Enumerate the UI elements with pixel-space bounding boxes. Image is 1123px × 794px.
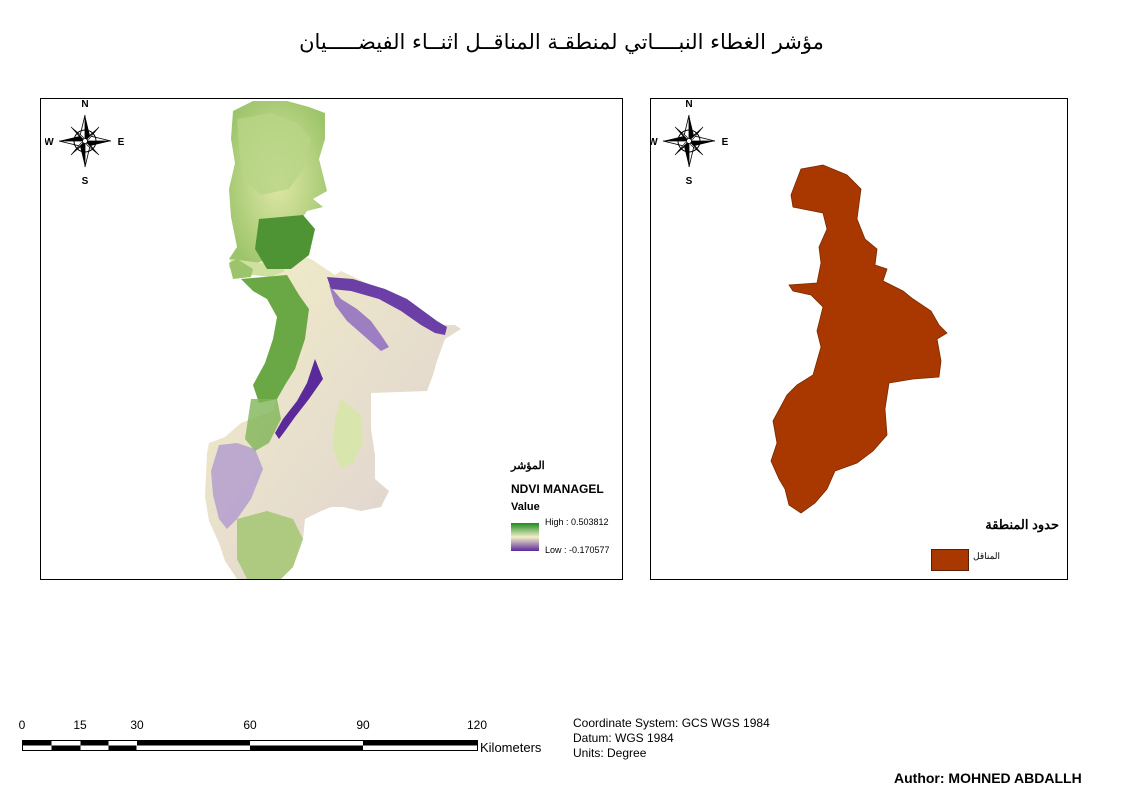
boundary-map-frame: N S E W حدود المنطقة المناقل <box>650 98 1068 580</box>
ndvi-region-shape <box>205 101 461 579</box>
compass-west-label: W <box>650 137 658 148</box>
coordinate-info: Coordinate System: GCS WGS 1984 Datum: W… <box>573 716 770 761</box>
compass-west-label: W <box>45 137 54 148</box>
boundary-legend-title: حدود المنطقة <box>985 517 1059 532</box>
ndvi-legend-title: المؤشر <box>511 460 545 472</box>
ndvi-raster-map <box>205 101 461 579</box>
compass-east-label: E <box>722 137 729 148</box>
boundary-legend: حدود المنطقة المناقل <box>929 517 1059 571</box>
ndvi-color-ramp <box>511 523 539 551</box>
map-title: مؤشر الغطاء النبــــاتي لمنطقـة المناقــ… <box>299 30 824 54</box>
boundary-map <box>770 164 948 514</box>
scale-tick-90: 90 <box>356 718 370 732</box>
ndvi-legend: المؤشر NDVI MANAGEL Value High : 0.50381… <box>511 459 621 555</box>
ndvi-map-frame: N S E W المؤشر NDVI MANAGEL Va <box>40 98 623 580</box>
ndvi-low-label: Low : -0.170577 <box>545 545 610 555</box>
scale-units-label: Kilometers <box>480 740 542 755</box>
scale-tick-60: 60 <box>243 718 257 732</box>
datum-text: Datum: WGS 1984 <box>573 731 674 745</box>
compass-north-label: N <box>685 99 692 110</box>
compass-south-label: S <box>686 176 693 187</box>
north-arrow-compass-icon: N S E W <box>650 99 729 187</box>
scale-tick-120: 120 <box>466 718 488 732</box>
author-credit: Author: MOHNED ABDALLH <box>894 770 1082 786</box>
boundary-region-shape <box>770 164 948 514</box>
ndvi-value-label: Value <box>511 501 540 513</box>
scale-tick-0: 0 <box>18 718 26 732</box>
compass-east-label: E <box>118 137 125 148</box>
scale-tick-15: 15 <box>73 718 87 732</box>
ndvi-layer-name: NDVI MANAGEL <box>511 482 604 496</box>
compass-south-label: S <box>82 176 89 187</box>
scale-bar: 0 15 30 60 90 120 Kilometers <box>18 718 562 778</box>
units-text: Units: Degree <box>573 746 647 760</box>
compass-north-label: N <box>81 99 88 110</box>
ndvi-high-label: High : 0.503812 <box>545 517 609 527</box>
boundary-legend-swatch <box>931 549 969 571</box>
scale-bar-graphic <box>22 740 478 751</box>
scale-tick-30: 30 <box>130 718 144 732</box>
coordinate-system-text: Coordinate System: GCS WGS 1984 <box>573 716 770 730</box>
north-arrow-compass-icon: N S E W <box>45 99 125 187</box>
boundary-legend-item-label: المناقل <box>973 551 1001 561</box>
